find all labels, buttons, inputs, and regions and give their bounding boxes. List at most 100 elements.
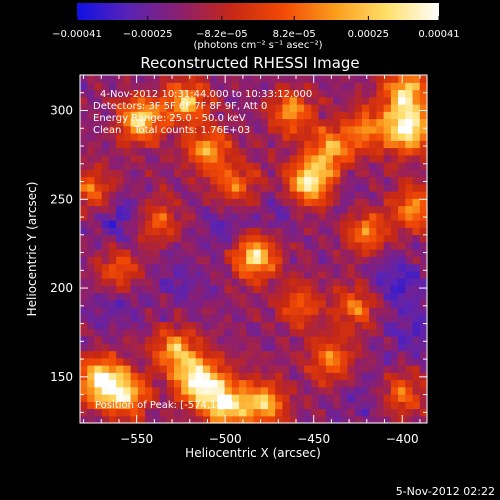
heatmap-cell (296, 205, 305, 214)
heatmap-cell (369, 96, 377, 105)
heatmap-cell (166, 82, 175, 91)
heatmap-cell (361, 328, 370, 337)
heatmap-cell (325, 292, 334, 301)
heatmap-cell (311, 350, 320, 359)
heatmap-cell (123, 241, 132, 250)
heatmap-cell (354, 89, 363, 98)
heatmap-cell (195, 234, 204, 243)
heatmap-cell (398, 169, 406, 178)
heatmap-cell (108, 299, 117, 308)
heatmap-cell (173, 96, 182, 105)
heatmap-cell (347, 292, 356, 301)
heatmap-cell (325, 205, 334, 214)
heatmap-cell (275, 147, 284, 156)
heatmap-cell (318, 256, 327, 265)
heatmap-cell (296, 133, 305, 141)
heatmap-cell (354, 118, 363, 127)
heatmap-cell (181, 343, 190, 352)
heatmap-cell (224, 220, 233, 228)
heatmap-cell (340, 328, 349, 337)
heatmap-cell (195, 89, 204, 98)
heatmap-cell (260, 147, 269, 156)
heatmap-cell (108, 205, 117, 214)
heatmap-cell (137, 415, 146, 424)
heatmap-cell (282, 314, 291, 323)
heatmap-cell (253, 147, 262, 156)
heatmap-cell (289, 183, 298, 192)
heatmap-cell (217, 75, 226, 83)
heatmap-cell (260, 227, 269, 236)
heatmap-cell (347, 89, 356, 98)
heatmap-cell (325, 379, 334, 388)
heatmap-cell (253, 241, 262, 250)
heatmap-cell (340, 401, 349, 410)
heatmap-cell (333, 169, 341, 178)
heatmap-cell (405, 350, 414, 359)
heatmap-cell (195, 357, 204, 366)
heatmap-cell (173, 125, 182, 134)
heatmap-cell (159, 263, 168, 272)
heatmap-cell (80, 343, 88, 352)
heatmap-cell (282, 401, 291, 410)
heatmap-cell (188, 82, 197, 91)
heatmap-cell (181, 379, 190, 388)
heatmap-cell (224, 336, 233, 344)
heatmap-cell (253, 379, 262, 388)
heatmap-cell (282, 307, 291, 315)
heatmap-cell (361, 357, 370, 366)
heatmap-cell (318, 89, 327, 98)
heatmap-cell (108, 415, 117, 424)
heatmap-cell (145, 191, 153, 199)
heatmap-cell (217, 183, 226, 192)
heatmap-cell (267, 241, 276, 250)
heatmap-cell (311, 307, 320, 315)
heatmap-cell (210, 140, 218, 149)
heatmap-cell (275, 350, 284, 359)
heatmap-cell (347, 205, 356, 214)
heatmap-cell (166, 394, 175, 402)
heatmap-cell (311, 321, 320, 330)
heatmap-cell (311, 176, 320, 185)
heatmap-cell (123, 82, 132, 91)
heatmap-cell (202, 169, 211, 178)
heatmap-cell (239, 162, 247, 170)
heatmap-cell (390, 227, 399, 236)
heatmap-cell (173, 401, 182, 410)
heatmap-cell (130, 140, 139, 149)
heatmap-cell (361, 154, 370, 163)
heatmap-cell (130, 357, 139, 366)
heatmap-cell (224, 321, 233, 330)
heatmap-cell (173, 154, 182, 163)
heatmap-cell (173, 372, 182, 381)
heatmap-cell (80, 285, 88, 294)
heatmap-cell (159, 357, 168, 366)
heatmap-cell (390, 198, 399, 207)
heatmap-cell (123, 162, 132, 170)
heatmap-cell (289, 336, 298, 344)
heatmap-cell (145, 321, 153, 330)
heatmap-cell (188, 350, 197, 359)
heatmap-cell (202, 227, 211, 236)
heatmap-cell (239, 256, 247, 265)
heatmap-cell (419, 379, 428, 388)
heatmap-cell (116, 154, 124, 163)
heatmap-cell (340, 162, 349, 170)
heatmap-cell (333, 118, 341, 127)
heatmap-cell (354, 191, 363, 199)
heatmap-cell (311, 241, 320, 250)
heatmap-cell (108, 96, 117, 105)
colorbar-tick-label: 8.2e−05 (273, 29, 316, 40)
heatmap-cell (369, 75, 377, 83)
heatmap-cell (275, 212, 284, 221)
heatmap-cell (130, 75, 139, 83)
heatmap-cell (195, 256, 204, 265)
heatmap-cell (87, 111, 96, 120)
heatmap-cell (210, 365, 218, 373)
heatmap-cell (340, 89, 349, 98)
heatmap-cell (145, 154, 153, 163)
heatmap-cell (325, 350, 334, 359)
heatmap-cell (390, 357, 399, 366)
heatmap-cell (304, 336, 312, 344)
heatmap-cell (340, 220, 349, 228)
heatmap-cell (412, 89, 421, 98)
